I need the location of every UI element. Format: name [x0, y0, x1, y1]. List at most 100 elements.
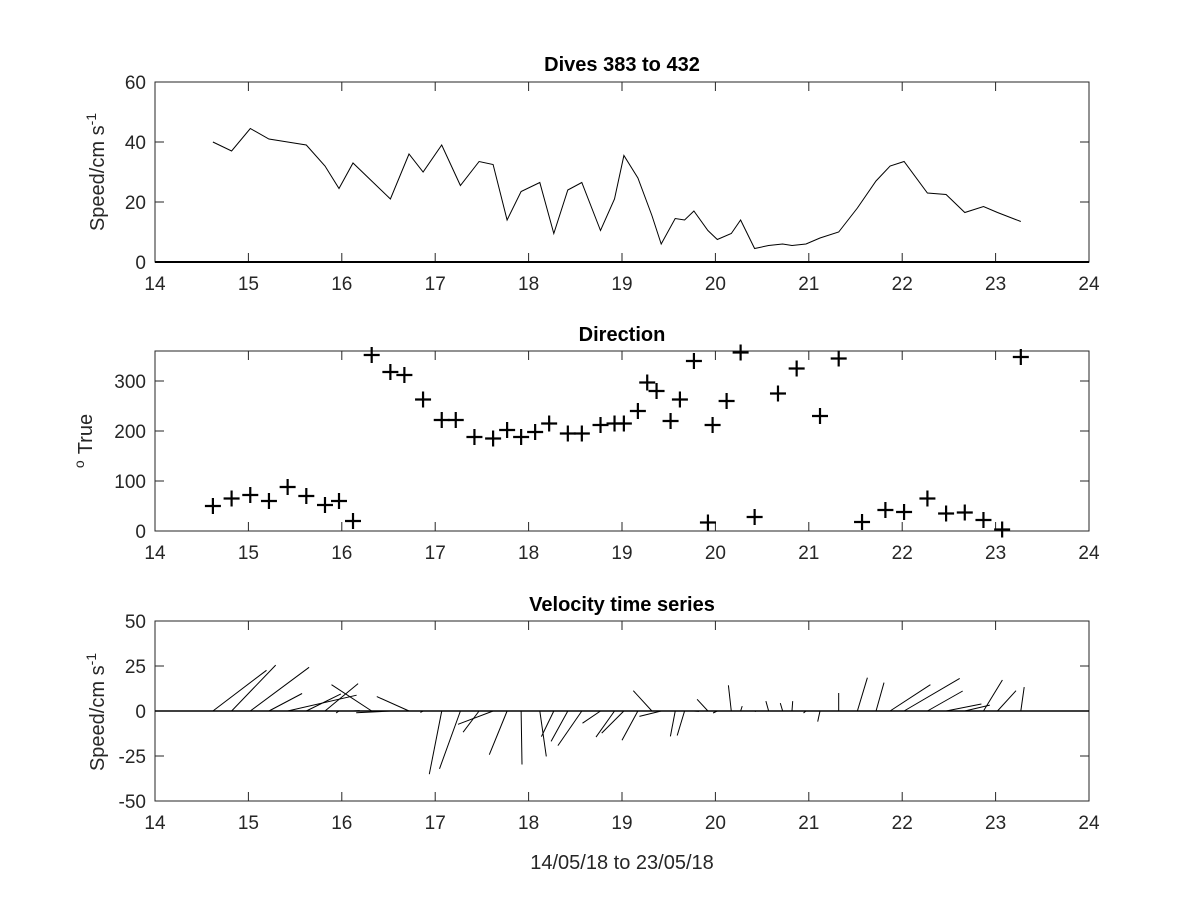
velocity-xtick-label: 21: [798, 813, 819, 834]
velocity-stick: [356, 710, 391, 714]
direction-point: [699, 514, 716, 531]
direction-point: [260, 493, 277, 509]
direction-point: [662, 413, 679, 429]
direction-point: [812, 408, 829, 424]
velocity-xtick-label: 17: [425, 813, 446, 834]
speed-ytick-label: 0: [135, 253, 146, 274]
velocity-xtick-label: 14: [144, 813, 166, 834]
direction-point: [769, 385, 786, 402]
velocity-panel-ylabel-sup: -1: [83, 653, 99, 666]
velocity-stick: [462, 710, 480, 733]
velocity-stick: [696, 698, 709, 712]
velocity-stick: [754, 710, 757, 712]
velocity-stick: [249, 666, 310, 712]
velocity-stick: [457, 710, 494, 725]
velocity-stick: [376, 696, 410, 712]
direction-point: [746, 509, 763, 525]
velocity-xtick-label: 18: [518, 813, 539, 834]
velocity-panel-xlabel: 14/05/18 to 23/05/18: [530, 852, 714, 874]
direction-xtick-label: 22: [892, 543, 913, 564]
speed-xtick-label: 17: [425, 274, 446, 295]
velocity-panel-title: Velocity time series: [529, 594, 715, 616]
speed-panel-title: Dives 383 to 432: [544, 54, 700, 76]
velocity-stick: [983, 679, 1003, 712]
direction-point: [1012, 349, 1029, 365]
direction-point: [592, 417, 609, 433]
velocity-stick: [601, 710, 625, 734]
direction-point: [559, 425, 576, 442]
velocity-stick: [306, 693, 342, 712]
velocity-stick: [817, 710, 821, 722]
velocity-stick: [331, 684, 372, 712]
velocity-stick: [903, 677, 960, 712]
direction-point: [466, 429, 483, 445]
direction-point: [671, 391, 688, 408]
direction-point: [956, 504, 973, 521]
speed-xtick-label: 24: [1078, 274, 1100, 295]
velocity-stick: [740, 705, 743, 712]
direction-point: [639, 374, 656, 391]
direction-point: [896, 504, 913, 520]
velocity-ytick-label: -25: [119, 747, 146, 768]
direction-point: [363, 347, 380, 363]
direction-point: [854, 514, 871, 530]
velocity-stick: [231, 664, 277, 712]
direction-point: [994, 521, 1011, 538]
velocity-stick: [779, 702, 784, 712]
direction-panel: Direction o True 14 15 16 17 18 19 20 21 22 23 24 0 1…: [71, 324, 1100, 564]
velocity-stick: [268, 693, 303, 712]
direction-point: [919, 490, 936, 507]
direction-xtick-label: 19: [611, 543, 632, 564]
velocity-xtick-label: 16: [331, 813, 352, 834]
direction-xtick-label: 24: [1078, 543, 1100, 564]
velocity-stick: [964, 704, 990, 712]
direction-point: [433, 412, 450, 428]
direction-panel-ylabel-sup: o: [71, 460, 87, 468]
speed-ytick-label: 60: [125, 73, 146, 94]
direction-point: [223, 490, 240, 507]
direction-point: [415, 391, 432, 408]
velocity-xtick-label: 15: [238, 813, 259, 834]
velocity-stick: [621, 710, 639, 741]
velocity-panel-ylabel-text: Speed/cm s: [87, 665, 109, 771]
velocity-stick: [856, 677, 868, 712]
velocity-stick: [791, 701, 794, 712]
direction-point: [732, 344, 749, 361]
direction-point: [330, 493, 347, 509]
velocity-stick: [803, 710, 807, 714]
speed-xtick-label: 19: [611, 274, 632, 295]
direction-point: [648, 383, 665, 399]
velocity-xtick-label: 22: [892, 813, 913, 834]
direction-point: [316, 497, 333, 513]
direction-point: [382, 364, 399, 380]
direction-point: [204, 498, 221, 514]
direction-xtick-label: 16: [331, 543, 352, 564]
velocity-stick: [212, 669, 267, 712]
direction-point: [447, 412, 464, 428]
speed-xtick-label: 14: [144, 274, 166, 295]
velocity-stick: [557, 710, 583, 746]
direction-point: [345, 513, 362, 529]
speed-xtick-label: 15: [238, 274, 259, 295]
velocity-stick: [324, 683, 359, 712]
speed-xtick-label: 22: [892, 274, 913, 295]
direction-ytick-label: 0: [135, 522, 146, 543]
direction-point: [541, 415, 558, 432]
velocity-xtick-label: 24: [1078, 813, 1100, 834]
velocity-stick: [946, 703, 982, 712]
velocity-stick: [639, 710, 662, 717]
velocity-ytick-label: 0: [135, 702, 146, 723]
direction-point: [629, 403, 646, 419]
direction-point: [788, 360, 805, 377]
velocity-panel: Velocity time series Speed/cm s-1 14/05/…: [83, 594, 1100, 874]
velocity-panel-ylabel: Speed/cm s-1: [83, 653, 109, 771]
velocity-stick: [997, 690, 1017, 712]
direction-point: [298, 488, 315, 504]
velocity-stick: [875, 682, 885, 712]
direction-point: [718, 393, 735, 409]
direction-panel-ylabel: o True: [71, 414, 97, 468]
velocity-stick: [927, 690, 963, 712]
speed-xtick-label: 18: [518, 274, 539, 295]
direction-point: [279, 479, 296, 495]
